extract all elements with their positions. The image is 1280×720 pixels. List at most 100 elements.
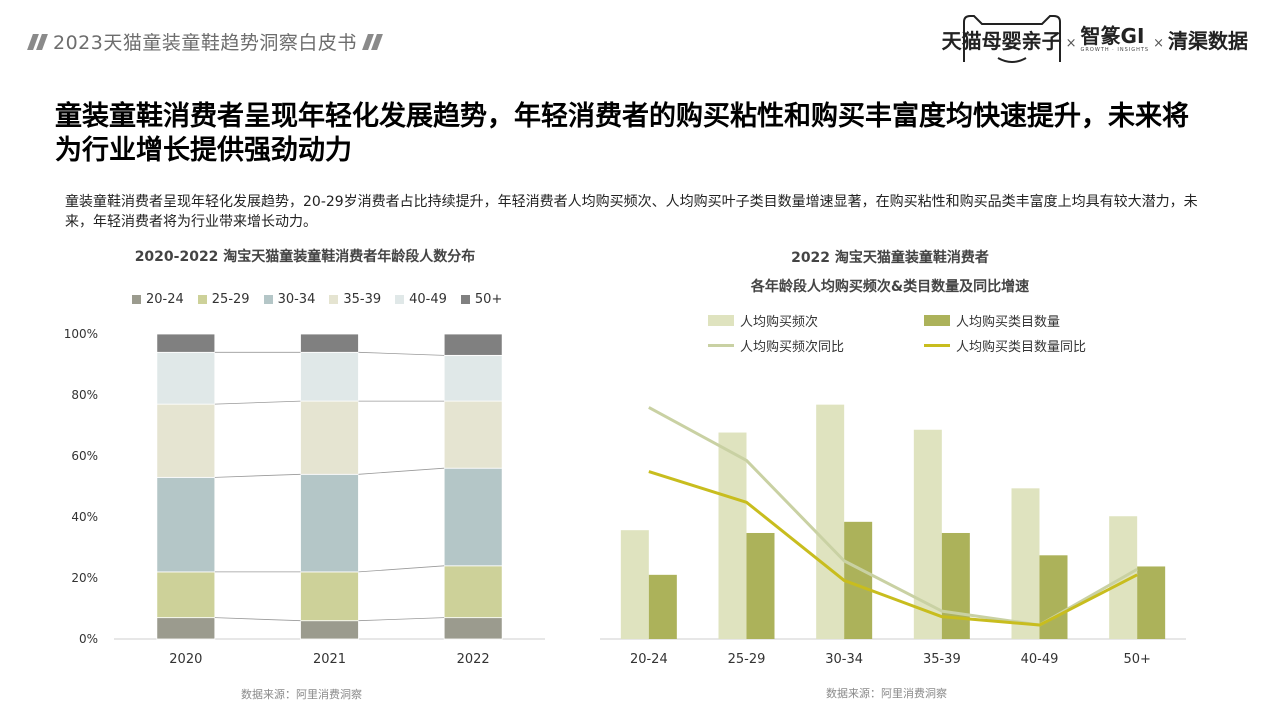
brand-separator: × xyxy=(1153,35,1164,51)
left-connector-line xyxy=(214,473,301,478)
left-connector-line xyxy=(214,617,301,622)
left-bar-30-34-2021 xyxy=(300,473,359,573)
right-x-tick-label: 40-49 xyxy=(1021,652,1059,667)
left-bar-25-29-2021 xyxy=(300,571,359,622)
left-legend-label: 30-34 xyxy=(277,292,316,307)
left-x-tick-label: 2021 xyxy=(313,652,346,667)
report-title-text: 2023天猫童装童鞋趋势洞察白皮书 xyxy=(53,32,357,54)
right-bar-category-40-49 xyxy=(1039,555,1068,639)
brand-gi-sub: GROWTH · INSIGHTS xyxy=(1080,47,1150,53)
left-legend-item: 20-24 xyxy=(132,292,184,307)
right-combo-chart: 20-24 25-29 30-34 35-39 40-49 50+ xyxy=(600,404,1186,667)
brand-gi: 智篆GI xyxy=(1080,24,1145,48)
left-legend-label: 40-49 xyxy=(409,292,447,307)
brand-logos: 天猫母婴亲子 × 智篆GI GROWTH · INSIGHTS × 清渠数据 xyxy=(942,14,1248,64)
right-legend-label: 人均购买类目数量 xyxy=(956,315,1061,330)
left-legend-label: 20-24 xyxy=(146,292,184,307)
right-x-tick-label: 25-29 xyxy=(728,652,766,667)
right-legend-label: 人均购买频次 xyxy=(740,315,819,330)
right-chart-legend: 人均购买频次 人均购买类目数量人均购买频次同比 人均购买类目数量同比 xyxy=(708,311,1128,357)
page-headline: 童装童鞋消费者呈现年轻化发展趋势，年轻消费者的购买粘性和购买丰富度均快速提升，未… xyxy=(55,101,1189,166)
right-line-category-yoy xyxy=(648,470,1138,627)
legend-swatch xyxy=(197,295,207,304)
left-y-tick-label: 100% xyxy=(64,327,98,341)
left-bar-25-29-2022 xyxy=(443,565,503,619)
left-legend-item: 25-29 xyxy=(197,292,250,307)
legend-swatch xyxy=(132,295,141,304)
right-bar-category-50 xyxy=(1137,566,1166,639)
tmall-logo: 天猫母婴亲子 xyxy=(942,14,1062,64)
right-bar-category-35-39 xyxy=(941,532,970,639)
legend-swatch xyxy=(708,344,734,347)
brand-qingqu: 清渠数据 xyxy=(1168,28,1248,53)
legend-swatch xyxy=(924,344,950,347)
left-connector-line xyxy=(358,351,445,356)
left-bar-35-39-2022 xyxy=(443,400,503,469)
legend-swatch xyxy=(708,315,734,326)
right-bar-category-25-29 xyxy=(746,532,775,639)
left-chart-legend: 20-24 25-29 30-34 35-39 40-49 50+ xyxy=(132,292,516,307)
page-header: 2023天猫童装童鞋趋势洞察白皮书 天猫母婴亲子 × 智篆GI GROWTH ·… xyxy=(0,0,1280,80)
slash-decoration-icon xyxy=(361,33,383,50)
left-x-tick-label: 2022 xyxy=(457,652,490,667)
left-connector-line xyxy=(358,467,445,475)
right-bar-frequency-30-34 xyxy=(816,404,845,639)
left-stacked-bar-chart: 0% 20% 40% 60% 80% 100% 2020 2021 2022 xyxy=(64,327,545,667)
left-chart-title: 2020-2022 淘宝天猫童装童鞋消费者年龄段人数分布 xyxy=(134,249,476,265)
left-bar-40-49-2022 xyxy=(443,354,503,402)
left-connector-line xyxy=(358,617,445,622)
legend-swatch xyxy=(924,315,950,326)
left-bar-50-2022 xyxy=(443,333,503,356)
left-bar-40-49-2020 xyxy=(156,351,216,405)
left-bar-40-49-2021 xyxy=(300,351,359,402)
brand-gi-logo: 智篆GI GROWTH · INSIGHTS xyxy=(1081,25,1150,53)
left-y-tick-label: 0% xyxy=(79,632,98,646)
left-legend-label: 35-39 xyxy=(343,292,382,307)
left-legend-item: 40-49 xyxy=(395,292,447,307)
left-legend-label: 25-29 xyxy=(211,292,250,307)
left-x-tick-label: 2020 xyxy=(169,652,202,667)
left-connector-line xyxy=(358,565,445,573)
left-bar-50-2021 xyxy=(300,333,359,353)
left-bar-20-24-2022 xyxy=(443,617,503,640)
left-bar-30-34-2020 xyxy=(156,476,216,573)
left-legend-item: 35-39 xyxy=(329,292,381,307)
left-legend-item: 30-34 xyxy=(263,292,316,307)
left-y-tick-label: 20% xyxy=(71,571,98,585)
legend-swatch xyxy=(460,295,470,304)
right-chart-source: 数据来源：阿里消费洞察 xyxy=(826,687,947,700)
legend-swatch xyxy=(263,295,273,304)
left-bar-35-39-2020 xyxy=(156,403,216,478)
right-legend-item: 人均购买频次 xyxy=(708,311,818,330)
brand-separator: × xyxy=(1065,35,1077,51)
left-bar-20-24-2021 xyxy=(300,620,359,640)
left-bar-20-24-2020 xyxy=(156,617,216,640)
right-x-tick-label: 20-24 xyxy=(630,652,668,667)
right-legend-item: 人均购买类目数量同比 xyxy=(924,336,1086,355)
right-x-tick-label: 30-34 xyxy=(825,652,863,667)
left-chart-source: 数据来源：阿里消费洞察 xyxy=(241,688,362,701)
left-y-tick-label: 80% xyxy=(71,388,98,402)
left-connector-line xyxy=(214,400,301,405)
left-legend-item: 50+ xyxy=(460,292,502,307)
legend-swatch xyxy=(395,295,405,304)
report-title: 2023天猫童装童鞋趋势洞察白皮书 xyxy=(27,28,383,55)
right-chart-title: 2022 淘宝天猫童装童鞋消费者 各年龄段人均购买频次&类目数量及同比增速 xyxy=(640,244,1140,302)
left-y-tick-label: 60% xyxy=(71,449,98,463)
left-bar-30-34-2022 xyxy=(443,467,503,567)
right-bar-frequency-20-24 xyxy=(620,530,649,639)
tmall-cat-outline-icon xyxy=(962,15,1061,63)
left-bar-50-2020 xyxy=(156,333,216,353)
legend-swatch xyxy=(329,295,339,304)
right-bar-frequency-40-49 xyxy=(1011,488,1040,639)
right-bar-category-20-24 xyxy=(648,574,677,639)
slash-decoration-icon xyxy=(27,33,48,50)
right-x-tick-label: 50+ xyxy=(1123,652,1150,667)
left-bar-25-29-2020 xyxy=(156,571,216,619)
right-bar-category-30-34 xyxy=(844,521,873,639)
right-legend-item: 人均购买频次同比 xyxy=(708,336,844,355)
right-chart-title-line-1: 2022 淘宝天猫童装童鞋消费者 xyxy=(791,250,989,266)
left-y-tick-label: 40% xyxy=(71,510,98,524)
right-legend-label: 人均购买类目数量同比 xyxy=(956,340,1087,355)
brand-tmall: 天猫母婴亲子 xyxy=(941,29,1062,53)
